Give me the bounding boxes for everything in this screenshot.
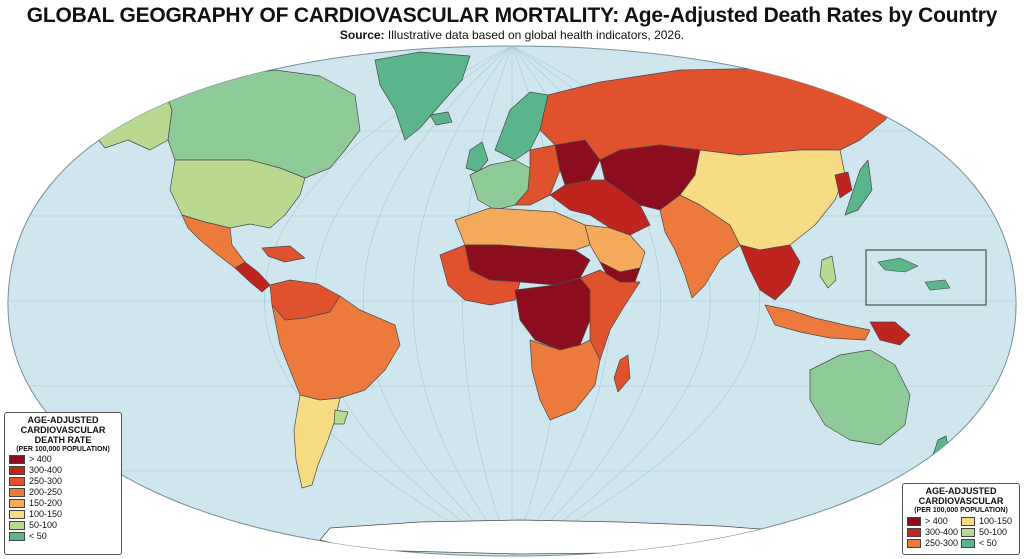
- legend-compact-label: < 50: [979, 538, 997, 548]
- region-central-africa: [514, 277, 591, 351]
- graticule-meridian: [264, 46, 513, 556]
- legend-compact-subtitle: (PER 100,000 POPULATION): [914, 507, 1008, 514]
- legend-main-label: 100-150: [29, 509, 63, 519]
- legend-compact-title-1: AGE-ADJUSTED: [925, 486, 997, 496]
- region-uruguay: [333, 409, 349, 425]
- legend-main-item: 200-250: [9, 487, 117, 498]
- region-iceland: [429, 111, 453, 126]
- legend-main-title-2: CARDIOVASCULAR: [20, 425, 106, 435]
- legend-compact: AGE-ADJUSTED CARDIOVASCULAR (PER 100,000…: [902, 483, 1020, 555]
- legend-compact-label: 300-400: [925, 527, 959, 537]
- legend-compact-item: 300-400: [907, 527, 961, 538]
- legend-compact-label: 100-150: [979, 516, 1013, 526]
- legend-main-label: 150-200: [29, 498, 63, 508]
- legend-compact-swatch: [907, 539, 921, 548]
- region-brazil-peru-bolivia: [271, 295, 401, 401]
- legend-compact-label: 50-100: [979, 527, 1008, 537]
- inset-islands: [877, 257, 951, 291]
- legend-main-label: 50-100: [29, 520, 58, 530]
- region-indonesia: [764, 304, 871, 341]
- region-turkey-iran: [549, 179, 651, 236]
- inset-frame-caribbean: [865, 249, 987, 306]
- legend-main-swatch: [9, 532, 25, 541]
- region-madagascar: [613, 354, 631, 393]
- legend-main-label: < 50: [29, 531, 47, 541]
- region-southeast-asia: [739, 244, 801, 301]
- region-east-africa: [579, 269, 641, 361]
- graticule-meridian: [462, 46, 513, 556]
- region-mongolia-china: [679, 149, 846, 251]
- legend-main-item: 100-150: [9, 509, 117, 520]
- legend-compact-swatch: [907, 528, 921, 537]
- region-caribbean: [261, 245, 306, 263]
- legend-compact-swatch: [961, 517, 975, 526]
- source-text: Illustrative data based on global health…: [387, 28, 685, 42]
- legend-main-swatch: [9, 521, 25, 530]
- region-uk-ireland: [465, 141, 489, 173]
- legend-main-item: 50-100: [9, 520, 117, 531]
- legend-main-title-3: DEATH RATE: [34, 435, 92, 445]
- legend-main-label: > 400: [29, 454, 52, 464]
- legend-compact-swatch: [907, 517, 921, 526]
- legend-main-swatch: [9, 466, 25, 475]
- region-australia: [809, 349, 911, 446]
- legend-main-swatch: [9, 499, 25, 508]
- region-alaska: [91, 91, 173, 151]
- legend-main-item: < 50: [9, 531, 117, 542]
- region-southern-africa: [529, 339, 601, 421]
- region-canada: [164, 69, 361, 179]
- legend-main-item: > 400: [9, 454, 117, 465]
- legend-compact-label: > 400: [925, 516, 948, 526]
- legend-main-item: 150-200: [9, 498, 117, 509]
- legend-compact-item: > 400: [907, 516, 961, 527]
- legend-main-label: 300-400: [29, 465, 63, 475]
- legend-compact-items: > 400 100-150 300-400 50-100 250-300 < 50: [907, 516, 1015, 549]
- region-korea: [834, 171, 853, 199]
- legend-main-swatch: [9, 455, 25, 464]
- legend-main-label: 250-300: [29, 476, 63, 486]
- legend-main-label: 200-250: [29, 487, 63, 497]
- legend-main-swatch: [9, 510, 25, 519]
- region-greenland: [374, 51, 471, 141]
- graticule-meridian: [412, 46, 513, 556]
- region-papua-new-guinea: [869, 321, 911, 346]
- region-japan: [844, 159, 873, 216]
- legend-compact-label: 250-300: [925, 538, 959, 548]
- page-subtitle: Source: Illustrative data based on globa…: [0, 28, 1024, 42]
- legend-main-title-1: AGE-ADJUSTED: [27, 415, 99, 425]
- legend-compact-swatch: [961, 539, 975, 548]
- page-title: GLOBAL GEOGRAPHY OF CARDIOVASCULAR MORTA…: [26, 4, 998, 27]
- legend-compact-title-2: CARDIOVASCULAR: [918, 496, 1004, 506]
- region-argentina-chile: [293, 394, 341, 489]
- legend-main-items: > 400 300-400 250-300 200-250 150-200 100-150…: [9, 454, 117, 542]
- legend-main-item: 300-400: [9, 465, 117, 476]
- legend-compact-item: 50-100: [961, 527, 1015, 538]
- legend-main-swatch: [9, 488, 25, 497]
- legend-main-swatch: [9, 477, 25, 486]
- legend-compact-swatch: [961, 528, 975, 537]
- legend-main-subtitle: (PER 100,000 POPULATION): [16, 446, 110, 453]
- legend-main-item: 250-300: [9, 476, 117, 487]
- source-label: Source:: [339, 28, 385, 42]
- legend-main: AGE-ADJUSTED CARDIOVASCULAR DEATH RATE (…: [4, 412, 122, 555]
- legend-compact-item: 250-300: [907, 538, 961, 549]
- region-philippines: [819, 255, 837, 289]
- legend-compact-item: < 50: [961, 538, 1015, 549]
- legend-compact-item: 100-150: [961, 516, 1015, 527]
